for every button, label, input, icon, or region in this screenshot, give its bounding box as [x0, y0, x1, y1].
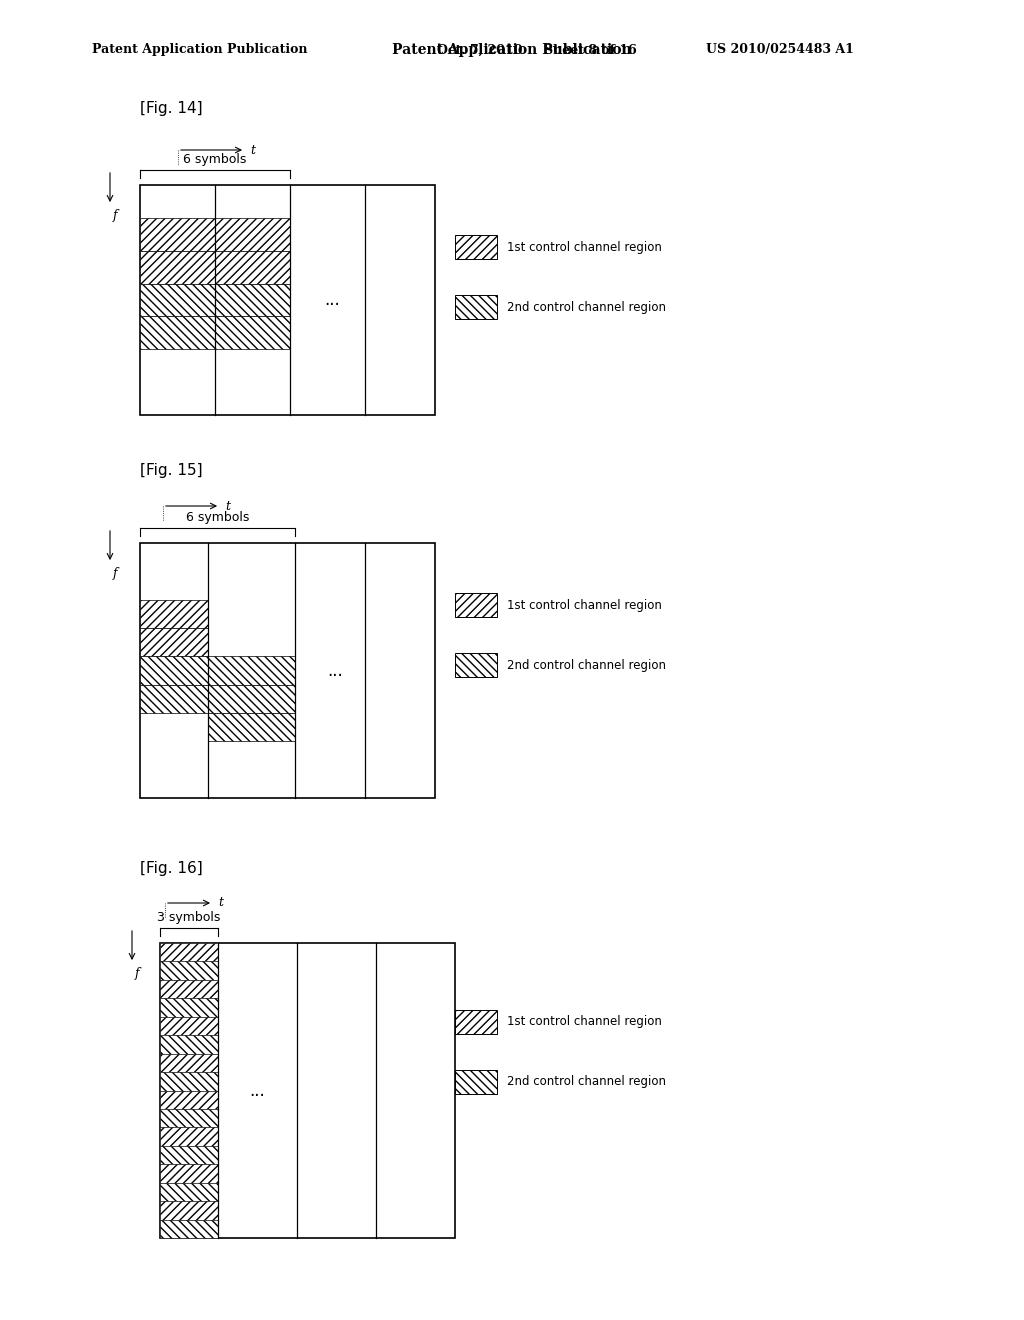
Text: 3 symbols: 3 symbols: [158, 912, 221, 924]
Bar: [455, 1071, 497, 1094]
Bar: [160, 942, 218, 961]
Text: 2nd control channel region: 2nd control channel region: [507, 659, 666, 672]
Text: 1st control channel region: 1st control channel region: [507, 1015, 662, 1028]
Bar: [160, 961, 218, 979]
Bar: [208, 713, 295, 742]
Bar: [140, 628, 208, 656]
Bar: [160, 1035, 218, 1053]
Text: ...: ...: [250, 1081, 265, 1100]
Text: f: f: [113, 566, 118, 579]
Bar: [140, 251, 215, 284]
Bar: [140, 543, 435, 799]
Text: US 2010/0254483 A1: US 2010/0254483 A1: [707, 44, 854, 57]
Bar: [208, 656, 295, 685]
Text: ...: ...: [327, 661, 343, 680]
Bar: [160, 1016, 218, 1035]
Bar: [140, 218, 215, 251]
Bar: [215, 317, 290, 350]
Bar: [160, 1109, 218, 1127]
Bar: [215, 251, 290, 284]
Bar: [455, 1010, 497, 1034]
Text: [Fig. 15]: [Fig. 15]: [140, 462, 203, 478]
Text: t: t: [218, 896, 223, 909]
Text: 2nd control channel region: 2nd control channel region: [507, 1076, 666, 1089]
Text: Oct. 7, 2010: Oct. 7, 2010: [437, 44, 522, 57]
Bar: [455, 653, 497, 677]
Bar: [160, 1127, 218, 1146]
Bar: [140, 185, 435, 414]
Bar: [140, 685, 208, 713]
Text: 1st control channel region: 1st control channel region: [507, 240, 662, 253]
Bar: [160, 1183, 218, 1201]
Bar: [215, 218, 290, 251]
Text: 1st control channel region: 1st control channel region: [507, 598, 662, 611]
Bar: [160, 1146, 218, 1164]
Text: f: f: [135, 966, 139, 979]
Bar: [160, 979, 218, 998]
Bar: [455, 593, 497, 616]
Text: Sheet 8 of 16: Sheet 8 of 16: [544, 44, 636, 57]
Bar: [160, 1164, 218, 1183]
Text: 2nd control channel region: 2nd control channel region: [507, 301, 666, 314]
Text: Patent Application Publication: Patent Application Publication: [92, 44, 308, 57]
Bar: [140, 317, 215, 350]
Bar: [160, 1201, 218, 1220]
Bar: [215, 284, 290, 317]
Bar: [455, 235, 497, 259]
Text: [Fig. 14]: [Fig. 14]: [140, 100, 203, 116]
Bar: [160, 1090, 218, 1109]
Bar: [160, 1053, 218, 1072]
Bar: [160, 942, 455, 1238]
Text: Patent Application Publication: Patent Application Publication: [392, 44, 632, 57]
Text: 6 symbols: 6 symbols: [183, 153, 247, 166]
Text: ...: ...: [325, 290, 340, 309]
Bar: [455, 294, 497, 319]
Bar: [140, 656, 208, 685]
Text: 6 symbols: 6 symbols: [185, 511, 249, 524]
Bar: [208, 685, 295, 713]
Text: f: f: [113, 209, 118, 222]
Bar: [140, 599, 208, 628]
Text: t: t: [225, 499, 230, 512]
Text: t: t: [250, 144, 255, 157]
Bar: [160, 998, 218, 1016]
Bar: [160, 1072, 218, 1090]
Bar: [160, 1220, 218, 1238]
Bar: [140, 284, 215, 317]
Text: [Fig. 16]: [Fig. 16]: [140, 861, 203, 875]
